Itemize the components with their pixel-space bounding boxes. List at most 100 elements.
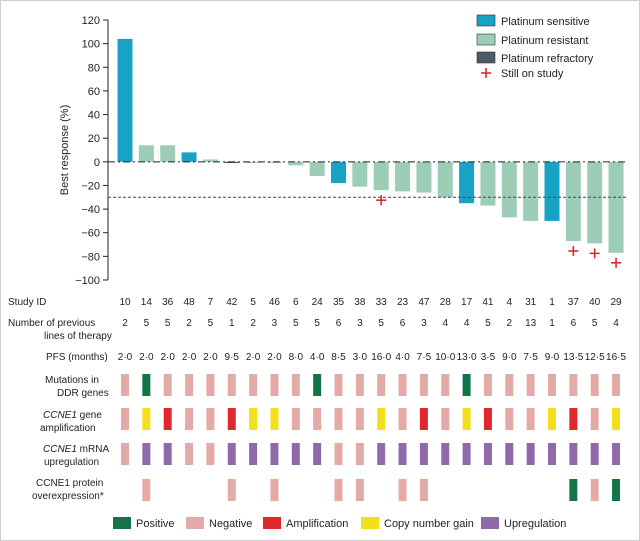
tile-mrna	[121, 443, 129, 465]
tile-protein	[569, 479, 578, 501]
tile-mrna	[163, 443, 172, 465]
tile-mrna	[419, 443, 428, 465]
tile-ccne1_amp	[483, 408, 492, 430]
row-label-pfs: PFS (months)	[46, 352, 108, 363]
cell-pfs: 2·0	[182, 352, 197, 363]
tile-ddr	[548, 374, 556, 396]
tile-ddr	[121, 374, 129, 396]
legend-plus-icon	[481, 68, 491, 78]
legend-label-resistant: Platinum resistant	[501, 35, 588, 47]
tile-mrna	[548, 443, 556, 465]
cell-study_id: 42	[226, 297, 238, 308]
cell-study_id: 17	[461, 297, 473, 308]
row-label-ddr-1: Mutations in	[45, 375, 99, 386]
cell-pfs: 2·0	[160, 352, 175, 363]
cell-pfs: 10·0	[435, 352, 455, 363]
legend-swatch-negative	[186, 517, 204, 529]
tile-mrna	[185, 443, 194, 465]
still-on-study-marker	[589, 248, 600, 259]
cell-study_id: 35	[333, 297, 345, 308]
tile-ccne1_amp	[121, 408, 129, 430]
tile-ccne1_amp	[206, 408, 215, 430]
legend-swatch-sensitive	[476, 14, 496, 27]
bottom-legend: Positive Negative Amplification Copy num…	[113, 517, 566, 530]
tile-ddr	[419, 374, 428, 396]
cell-study_id: 24	[312, 297, 324, 308]
legend-swatch-resistant	[476, 33, 496, 46]
cell-pfs: 2·0	[118, 352, 133, 363]
tile-ccne1_amp	[270, 408, 279, 430]
cell-pfs: 2·0	[203, 352, 218, 363]
cell-study_id: 14	[141, 297, 153, 308]
tile-ccne1_amp	[355, 408, 364, 430]
tile-ddr	[142, 374, 151, 396]
tile-mrna	[291, 443, 300, 465]
cell-lines: 4	[613, 318, 619, 329]
tile-ccne1_amp	[548, 408, 556, 430]
bar-38	[352, 161, 368, 187]
legend-label-sensitive: Platinum sensitive	[501, 16, 590, 28]
tile-mrna	[526, 443, 535, 465]
tile-ccne1_amp	[142, 408, 151, 430]
tile-ddr	[291, 374, 300, 396]
cell-study_id: 5	[250, 297, 256, 308]
tile-mrna	[569, 443, 578, 465]
legend-label-refractory: Platinum refractory	[501, 53, 594, 65]
bar-4	[501, 161, 517, 218]
bar-37	[565, 161, 581, 241]
cell-study_id: 33	[376, 297, 388, 308]
cell-study_id: 29	[610, 297, 622, 308]
legend-swatch-upregulation	[481, 517, 499, 529]
y-tick-label: −100	[75, 275, 100, 287]
tile-ddr	[163, 374, 172, 396]
cell-pfs: 13·0	[457, 352, 477, 363]
tile-ddr	[441, 374, 450, 396]
tile-ccne1_amp	[313, 408, 322, 430]
cell-lines: 6	[336, 318, 342, 329]
bar-10	[117, 38, 133, 162]
cell-study_id: 28	[440, 297, 452, 308]
cell-study_id: 47	[418, 297, 430, 308]
tile-ccne1_amp	[291, 408, 300, 430]
tile-ccne1_amp	[377, 408, 386, 430]
cell-study_id: 48	[183, 297, 195, 308]
bar-48	[181, 152, 197, 162]
bar-5	[245, 161, 261, 164]
row-label-mrna-2: upregulation	[44, 457, 99, 468]
cell-pfs: 7·5	[417, 352, 432, 363]
tile-mrna	[355, 443, 364, 465]
cell-pfs: 4·0	[310, 352, 325, 363]
tile-mrna	[505, 443, 514, 465]
row-label-protein-2: overexpression*	[32, 491, 104, 502]
tile-ccne1_amp	[505, 408, 514, 430]
row-label-lines-1: Number of previous	[8, 318, 95, 329]
legend-label-amplification: Amplification	[286, 518, 348, 530]
tile-ddr	[185, 374, 194, 396]
cell-pfs: 12·5	[585, 352, 605, 363]
row-label-amp-2: amplification	[40, 423, 96, 434]
tile-ddr	[377, 374, 386, 396]
cell-pfs: 9·0	[502, 352, 517, 363]
cell-lines: 3	[421, 318, 427, 329]
bar-7	[202, 159, 218, 162]
tile-ccne1_amp	[334, 408, 343, 430]
y-tick-label: −40	[81, 204, 100, 216]
tile-ccne1_amp	[569, 408, 578, 430]
y-axis-label: Best response (%)	[59, 105, 71, 195]
cell-lines: 5	[592, 318, 598, 329]
y-tick-label: −20	[81, 180, 100, 192]
cell-lines: 4	[464, 318, 470, 329]
still-on-study-marker	[611, 257, 622, 268]
tile-mrna	[227, 443, 236, 465]
bar-47	[416, 161, 432, 193]
cell-lines: 5	[293, 318, 299, 329]
tile-ccne1_amp	[249, 408, 258, 430]
row-label-ddr-2: DDR genes	[57, 388, 109, 399]
tile-ddr	[334, 374, 343, 396]
tile-ddr	[206, 374, 215, 396]
tile-mrna	[398, 443, 407, 465]
legend-swatch-copy-number-gain	[361, 517, 379, 529]
bar-1	[544, 161, 560, 221]
bar-6	[288, 161, 304, 166]
